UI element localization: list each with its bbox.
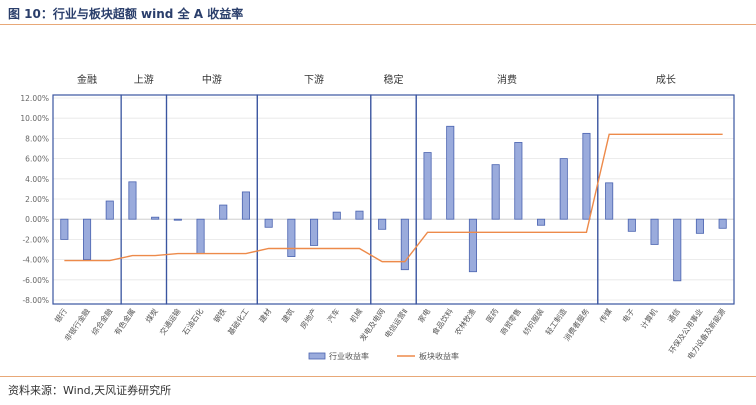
bar <box>491 164 500 220</box>
group-box <box>120 94 168 305</box>
bar <box>241 191 250 220</box>
source-note: 资料来源：Wind,天风证券研究所 <box>8 384 172 397</box>
bar <box>650 218 659 245</box>
bar <box>695 218 704 234</box>
x-category-label: 基础化工 <box>225 306 251 337</box>
group-label: 稳定 <box>384 73 404 86</box>
group-label: 中游 <box>202 73 222 86</box>
x-category-label: 轻工制造 <box>543 306 569 337</box>
legend-bar-label: 行业收益率 <box>329 351 369 361</box>
legend-line-label: 板块收益率 <box>419 351 459 361</box>
bar <box>537 218 546 226</box>
bar <box>468 218 477 273</box>
x-category-label: 钢铁 <box>211 306 228 324</box>
x-category-label: 医药 <box>483 306 500 324</box>
figure-title: 图 10：行业与板块超额 wind 全 A 收益率 <box>8 7 244 21</box>
group-box <box>370 94 417 305</box>
group-label: 金融 <box>77 73 97 86</box>
y-tick-label: 6.00% <box>25 155 49 164</box>
y-tick-label: -8.00% <box>22 296 49 305</box>
chart: 12.00% 10.00% 8.00% 6.00% 4.00% 2.00% 0.00% -2.… <box>20 73 735 361</box>
bar <box>673 218 682 282</box>
x-category-label: 机械 <box>347 306 364 324</box>
bar <box>446 125 455 220</box>
x-category-label: 纺织服装 <box>520 306 546 337</box>
x-category-label: 传媒 <box>597 306 614 324</box>
y-tick-label: 4.00% <box>25 175 49 184</box>
group-box <box>415 94 599 305</box>
legend-bar-swatch <box>308 352 326 360</box>
bar <box>627 218 636 232</box>
y-tick-label: 12.00% <box>20 94 49 103</box>
bar <box>514 142 523 220</box>
y-tick-label: 10.00% <box>20 114 49 123</box>
x-category-label: 交通运输 <box>157 306 183 337</box>
x-category-label: 建材 <box>256 306 273 324</box>
group-box <box>256 94 372 305</box>
group-label: 下游 <box>304 73 324 86</box>
bottom-rule <box>0 376 756 377</box>
bar <box>582 132 591 220</box>
x-category-label: 家电 <box>415 306 432 324</box>
bar <box>105 200 114 220</box>
x-category-label: 电子 <box>620 306 637 324</box>
x-category-label: 建筑 <box>279 306 296 324</box>
bar <box>718 218 727 229</box>
bar <box>378 218 387 230</box>
x-category-label: 计算机 <box>638 306 659 331</box>
bar <box>196 218 205 254</box>
bar <box>60 218 69 240</box>
x-category-label: 煤炭 <box>143 306 160 324</box>
y-tick-label: -4.00% <box>22 256 49 265</box>
y-tick-label: 0.00% <box>25 215 49 224</box>
bar <box>332 211 341 220</box>
group-label: 消费 <box>497 73 517 86</box>
bar <box>310 218 319 246</box>
x-category-label: 汽车 <box>325 306 342 324</box>
group-label: 成长 <box>656 74 676 86</box>
x-category-label: 农林牧渔 <box>452 306 478 337</box>
bar <box>173 218 182 221</box>
bars <box>60 125 727 282</box>
y-tick-label: -6.00% <box>22 276 49 285</box>
x-category-label: 通信 <box>665 306 682 324</box>
x-category-label: 银行 <box>52 306 69 324</box>
top-rule <box>0 24 756 25</box>
bar <box>219 204 228 220</box>
bar <box>605 182 614 220</box>
group-label: 上游 <box>134 73 154 86</box>
x-category-label: 综合金融 <box>89 306 115 337</box>
group-labels: 金融 上游 中游 下游 稳定 消费 成长 <box>77 73 676 86</box>
group-boxes <box>52 94 735 305</box>
x-category-label: 房地产 <box>298 306 319 330</box>
bar <box>128 181 137 220</box>
y-tick-label: 8.00% <box>25 134 49 143</box>
bar <box>264 218 273 228</box>
y-tick-label: -2.00% <box>22 235 49 244</box>
bar <box>151 216 160 220</box>
bar <box>355 210 364 220</box>
bar <box>83 218 92 260</box>
line-path <box>64 133 723 263</box>
y-tick-label: 2.00% <box>25 195 49 204</box>
x-category-label: 食品饮料 <box>429 306 455 337</box>
bar <box>287 218 296 257</box>
legend: 行业收益率 板块收益率 <box>308 351 459 361</box>
y-axis-ticks: 12.00% 10.00% 8.00% 6.00% 4.00% 2.00% 0.00% -2.… <box>20 94 49 305</box>
bar <box>559 158 568 220</box>
group-box <box>597 94 735 305</box>
x-category-label: 有色金属 <box>112 306 137 336</box>
group-box <box>52 94 122 305</box>
x-category-label: 石油石化 <box>180 306 206 337</box>
line-series <box>64 133 723 263</box>
x-category-label: 电信运营Ⅱ <box>382 306 410 339</box>
x-category-label: 商贸零售 <box>498 306 523 336</box>
gridlines <box>53 97 734 301</box>
bar <box>423 152 432 220</box>
bar <box>400 218 409 271</box>
